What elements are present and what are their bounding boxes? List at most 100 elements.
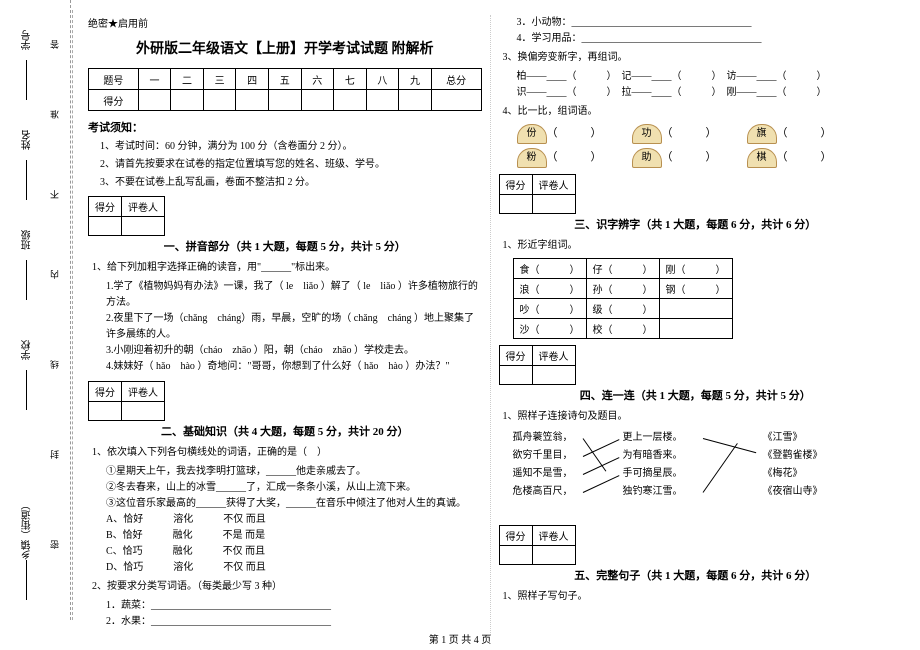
match-line: [582, 439, 619, 457]
fan-icon: 份: [517, 124, 547, 144]
score-h: 一: [138, 69, 171, 90]
rt-l2: 4．学习用品：_________________________________…: [517, 31, 893, 47]
mini-c1: 得分: [89, 382, 122, 402]
seal-mark: 不: [48, 190, 61, 199]
side-label-class: 班级: [20, 230, 35, 250]
match-line: [582, 475, 619, 493]
mini-c2: 评卷人: [122, 197, 165, 217]
opt-a: A、恰好 溶化 不仅 而且: [106, 512, 482, 528]
q2-2-2: 2．水果：___________________________________…: [106, 614, 482, 630]
seal-mark: 密: [48, 540, 61, 549]
fan-icon: 功: [632, 124, 662, 144]
section-4-title: 四、连一连（共 1 大题，每题 5 分，共计 5 分）: [499, 387, 893, 403]
notice-item: 1、考试时间：60 分钟，满分为 100 分（含卷面分 2 分）。: [100, 139, 482, 154]
q2-s1: ①星期天上午，我去找李明打篮球，______他走亲戚去了。: [106, 464, 482, 480]
score-h: 五: [268, 69, 301, 90]
side-line: [26, 60, 27, 100]
match-col-3: 《江雪》 《登鹳雀楼》 《梅花》 《夜宿山寺》: [763, 429, 823, 501]
score-table: 题号 一 二 三 四 五 六 七 八 九 总分 得分: [88, 68, 482, 111]
score-h: 七: [334, 69, 367, 90]
seal-mark: 封: [48, 450, 61, 459]
exam-title: 外研版二年级语文【上册】开学考试试题 附解析: [88, 38, 482, 58]
s5-q1: 1、照样子写句子。: [503, 589, 893, 605]
seal-mark: 内: [48, 270, 61, 279]
q2-s2: ②冬去春来，山上的冰雪______了，汇成一条条小溪，从山上流下来。: [106, 480, 482, 496]
match-line: [702, 438, 755, 453]
score-h: 题号: [89, 69, 139, 90]
score-h: 三: [203, 69, 236, 90]
side-line: [26, 260, 27, 300]
q2-2-1: 1．蔬菜：___________________________________…: [106, 598, 482, 614]
score-h: 八: [366, 69, 399, 90]
rt-q3: 3、换偏旁变新字，再组词。: [503, 50, 893, 66]
fan-row-2: 粉（ ） 助（ ） 棋（ ）: [517, 148, 893, 168]
q1-s3: 3.小刚迎着初升的朝（cháo zhāo ）阳，朝（cháo zhāo ）学校走…: [106, 343, 482, 359]
mini-c2: 评卷人: [532, 175, 575, 195]
mini-c2: 评卷人: [532, 346, 575, 366]
side-label-xuehao: 学号: [20, 30, 35, 50]
mini-c1: 得分: [499, 346, 532, 366]
fan-icon: 旗: [747, 124, 777, 144]
rt-q4: 4、比一比，组词语。: [503, 104, 893, 120]
q2-2: 2、按要求分类写词语。（每类最少写 3 种）: [92, 579, 482, 595]
score-h: 总分: [431, 69, 481, 90]
mini-c1: 得分: [89, 197, 122, 217]
score-r2: 得分: [89, 90, 139, 111]
secret-label: 绝密★启用前: [88, 15, 482, 30]
seal-mark: 准: [48, 110, 61, 119]
notice-title: 考试须知：: [88, 119, 482, 135]
opt-c: C、恰巧 融化 不仅 而且: [106, 544, 482, 560]
section-3-title: 三、识字辨字（共 1 大题，每题 6 分，共计 6 分）: [499, 216, 893, 232]
main-content: 绝密★启用前 外研版二年级语文【上册】开学考试试题 附解析 题号 一 二 三 四…: [80, 15, 900, 635]
seal-mark: 答: [48, 40, 61, 49]
s4-q1: 1、照样子连接诗句及题目。: [503, 409, 893, 425]
q1: 1、给下列加粗字选择正确的读音，用"______"标出来。: [92, 260, 482, 276]
match-line: [702, 443, 737, 493]
q2-1: 1、依次填入下列各句横线处的词语，正确的是（ ）: [92, 445, 482, 461]
side-label-name: 姓名: [20, 130, 35, 150]
right-column: 3．小动物：__________________________________…: [491, 15, 901, 635]
fold-line: [72, 10, 73, 620]
fan-icon: 棋: [747, 148, 777, 168]
s3-q1: 1、形近字组词。: [503, 238, 893, 254]
match-diagram: 孤舟蓑笠翁， 欲穷千里目， 遥知不是雪， 危楼高百尺， 更上一层楼。 为有暗香来…: [513, 429, 893, 519]
side-line: [26, 560, 27, 600]
rt-q3-2: 识——____（ ） 拉——____（ ） 刚——____（ ）: [517, 85, 893, 101]
score-h: 九: [399, 69, 432, 90]
rt-l1: 3．小动物：__________________________________…: [517, 15, 893, 31]
q1-s2: 2.夜里下了一场（chǎng cháng）雨，早晨，空旷的场（ chǎng ch…: [106, 311, 482, 343]
grader-table: 得分评卷人: [499, 525, 576, 565]
rt-q3-1: 柏——____（ ） 记——____（ ） 访——____（ ）: [517, 69, 893, 85]
mini-c2: 评卷人: [122, 382, 165, 402]
page-footer: 第 1 页 共 4 页: [0, 631, 920, 646]
side-label-street: 乡镇（街道）: [20, 500, 35, 560]
mini-c1: 得分: [499, 526, 532, 546]
opt-b: B、恰好 融化 不是 而是: [106, 528, 482, 544]
binding-sidebar: 学号 姓名 班级 学校 乡镇（街道） 答 准 不 内 线 封 密: [0, 0, 71, 620]
mini-c2: 评卷人: [532, 526, 575, 546]
side-label-school: 学校: [20, 340, 35, 360]
q1-s4: 4.妹妹好（ hǎo hào ）奇地问："哥哥，你想到了什么好（ hǎo hào…: [106, 359, 482, 375]
fan-icon: 粉: [517, 148, 547, 168]
section-5-title: 五、完整句子（共 1 大题，每题 6 分，共计 6 分）: [499, 567, 893, 583]
notice-item: 2、请首先按要求在试卷的指定位置填写您的姓名、班级、学号。: [100, 157, 482, 172]
grader-table: 得分评卷人: [499, 345, 576, 385]
grader-table: 得分评卷人: [499, 174, 576, 214]
q2-s3: ③这位音乐家最高的______获得了大奖，______在音乐中倾注了他对人生的真…: [106, 496, 482, 512]
q1-s1: 1.学了《植物妈妈有办法》一课，我了（ le liǎo ）解了（ le liǎo…: [106, 279, 482, 311]
grader-table: 得分评卷人: [88, 196, 165, 236]
left-column: 绝密★启用前 外研版二年级语文【上册】开学考试试题 附解析 题号 一 二 三 四…: [80, 15, 491, 635]
xingjin-table: 食（ ）仔（ ）刚（ ） 浪（ ）孙（ ）钢（ ） 吵（ ）级（ ） 沙（ ）校…: [513, 258, 733, 339]
opt-d: D、恰巧 溶化 不仅 而且: [106, 560, 482, 576]
section-2-title: 二、基础知识（共 4 大题，每题 5 分，共计 20 分）: [88, 423, 482, 439]
match-line: [582, 457, 619, 475]
score-h: 二: [171, 69, 204, 90]
match-col-2: 更上一层楼。 为有暗香来。 手可摘星辰。 独钓寒江雪。: [623, 429, 683, 501]
side-line: [26, 370, 27, 410]
seal-mark: 线: [48, 360, 61, 369]
score-h: 四: [236, 69, 269, 90]
fan-icon: 助: [632, 148, 662, 168]
mini-c1: 得分: [499, 175, 532, 195]
section-1-title: 一、拼音部分（共 1 大题，每题 5 分，共计 5 分）: [88, 238, 482, 254]
fan-row-1: 份（ ） 功（ ） 旗（ ）: [517, 124, 893, 144]
